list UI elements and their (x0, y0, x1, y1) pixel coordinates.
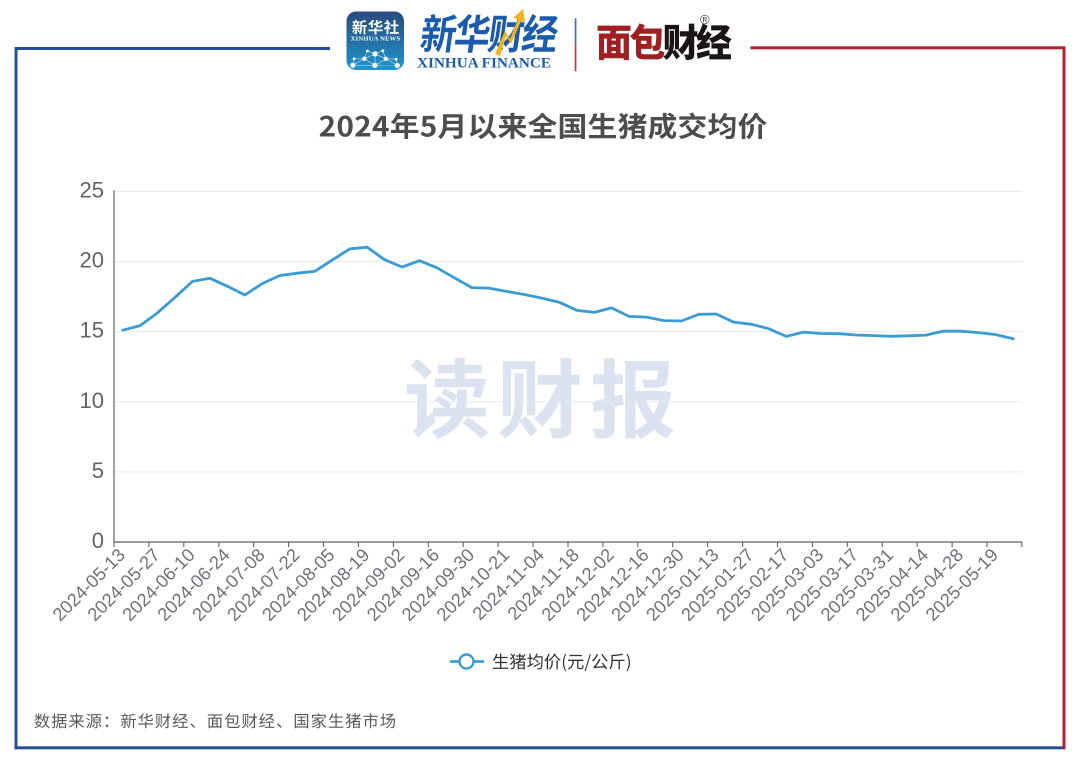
svg-text:25: 25 (80, 177, 104, 202)
svg-text:10: 10 (80, 388, 104, 413)
svg-text:XINHUA NEWS: XINHUA NEWS (351, 36, 401, 43)
svg-text:XINHUA FINANCE: XINHUA FINANCE (417, 56, 551, 72)
svg-text:5: 5 (92, 458, 104, 483)
svg-text:20: 20 (80, 248, 104, 273)
svg-text:15: 15 (80, 318, 104, 343)
svg-text:0: 0 (92, 528, 104, 553)
svg-text:®: ® (700, 12, 710, 27)
